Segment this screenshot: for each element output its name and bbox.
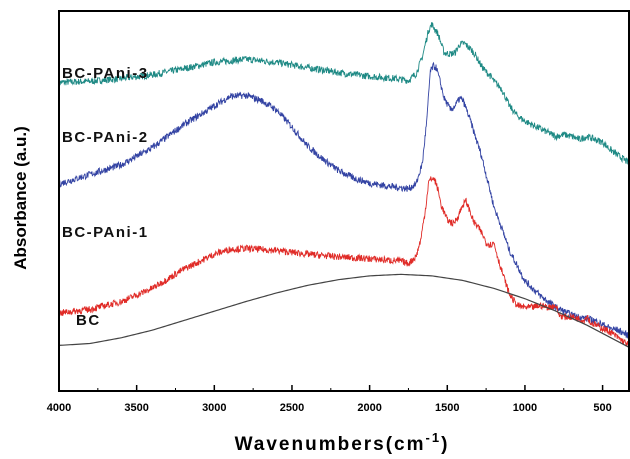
series-label-bc: BC: [76, 312, 101, 329]
plot-frame: [58, 10, 630, 392]
y-axis-title: Absorbance (a.u.): [11, 126, 30, 270]
series-label-bc-pani-2: BC-PAni-2: [62, 129, 149, 146]
x-tick-label: 3500: [124, 402, 148, 414]
series-label-bc-pani-1: BC-PAni-1: [62, 224, 149, 241]
series-label-bc-pani-3: BC-PAni-3: [62, 65, 149, 82]
series-line-bc-pani-1: [59, 176, 629, 347]
x-axis-ticks: 4000 3500 3000 2500 2000 1500 1000 500: [47, 385, 612, 414]
x-tick-label: 4000: [47, 402, 71, 414]
series-labels: BC-PAni-3 BC-PAni-2 BC-PAni-1 BC: [62, 65, 149, 329]
x-tick-label: 3000: [202, 402, 226, 414]
series-line-bc-pani-3: [59, 21, 629, 165]
x-tick-label: 2500: [280, 402, 304, 414]
x-axis-title-superscript: -1: [426, 430, 442, 445]
x-tick-label: 2000: [357, 402, 381, 414]
x-tick-label: 1500: [435, 402, 459, 414]
x-tick-label: 1000: [513, 402, 537, 414]
x-axis-title-main: Wavenumbers(cm: [235, 434, 426, 455]
x-tick-label: 500: [593, 402, 611, 414]
x-axis-title-close: ): [441, 434, 449, 455]
series-line-bc-pani-2: [59, 61, 629, 339]
x-axis-title: Wavenumbers(cm-1): [235, 430, 450, 455]
series-layer: [59, 21, 629, 348]
series-line-bc: [59, 273, 629, 348]
